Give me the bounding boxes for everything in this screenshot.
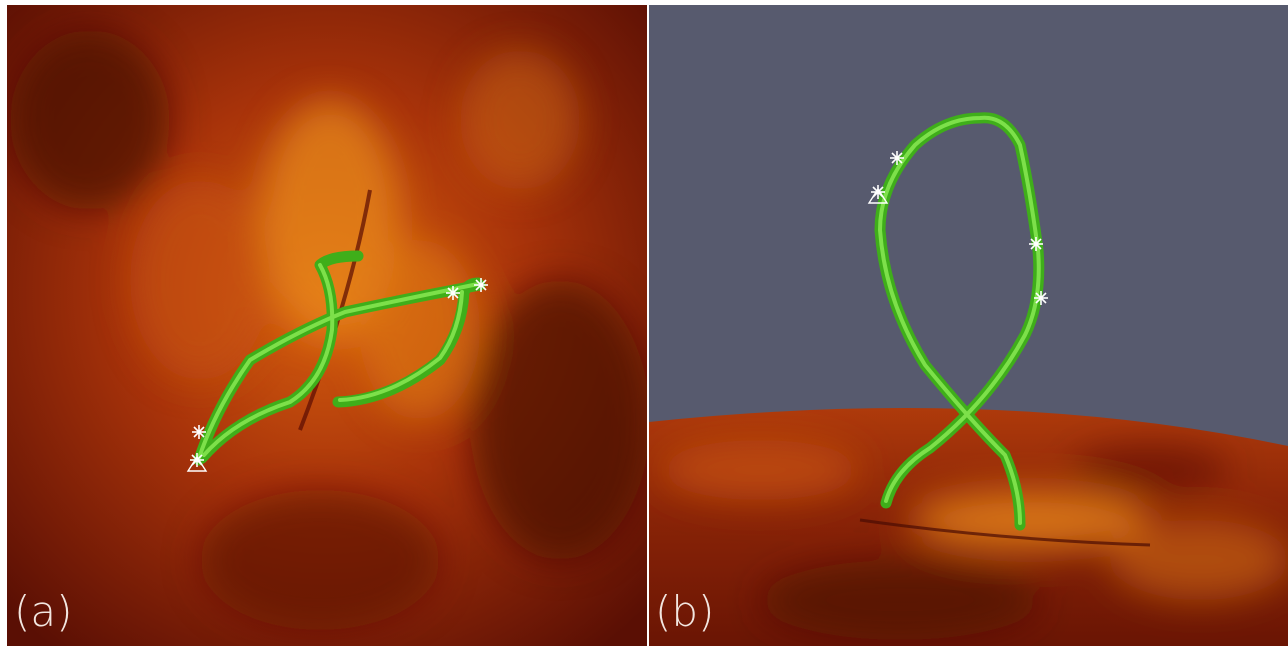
marker-star: [473, 277, 489, 293]
panel-b: (b): [649, 5, 1288, 646]
panel-label: (b): [655, 587, 714, 636]
marker-star: [191, 424, 207, 440]
marker-star: [1033, 290, 1049, 306]
panel-a: (a): [7, 5, 647, 646]
marker-star: [889, 150, 905, 166]
flux-rope: [874, 112, 1045, 531]
marker-star: [445, 285, 461, 301]
panel-label: (a): [14, 587, 73, 636]
marker-star: [1028, 236, 1044, 252]
marker-triangle: [867, 187, 889, 204]
flux-rope: [193, 250, 486, 466]
surface-texture: [10, 30, 647, 630]
solar-surface: [649, 408, 1288, 646]
marker-triangle: [186, 455, 208, 472]
